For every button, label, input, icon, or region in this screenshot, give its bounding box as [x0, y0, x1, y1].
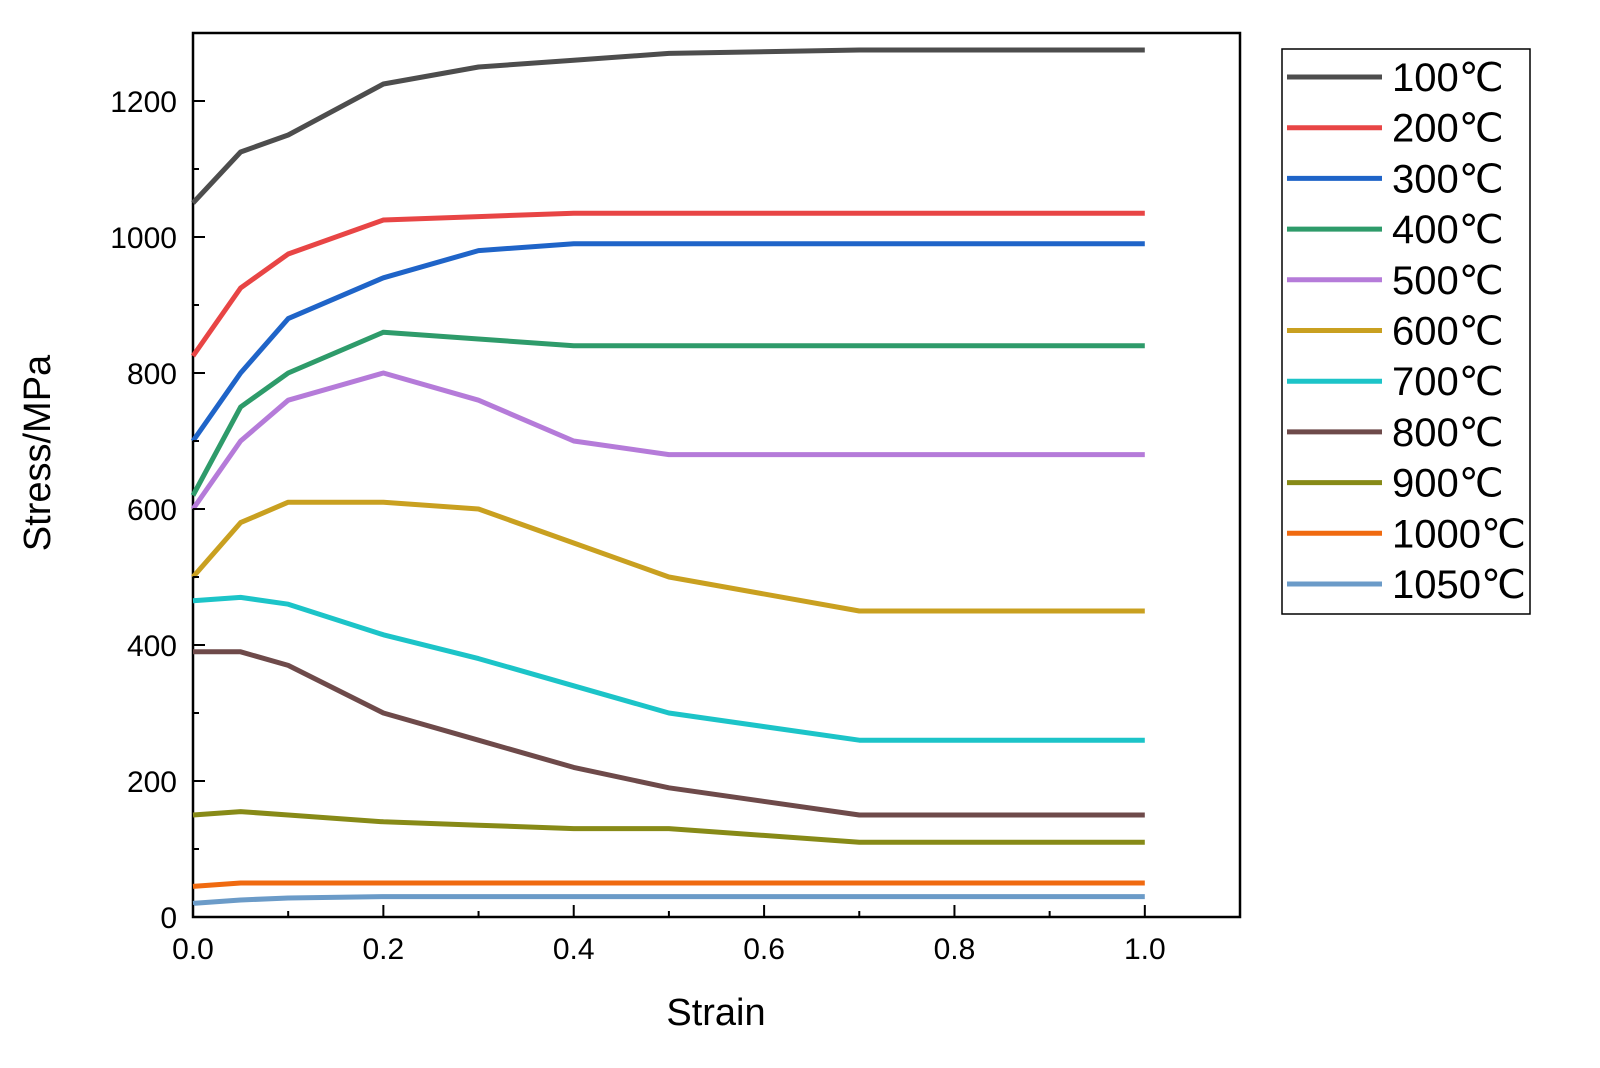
- x-tick-label: 0.4: [553, 933, 595, 966]
- x-axis-title: Strain: [666, 992, 765, 1034]
- x-tick-label: 0.2: [363, 933, 405, 966]
- legend-label-1050c: 1050℃: [1392, 563, 1526, 607]
- x-tick-label: 0.6: [743, 933, 785, 966]
- legend-label-200c: 200℃: [1392, 107, 1504, 151]
- y-tick-label: 200: [127, 766, 177, 799]
- series-line-1000c: [192, 880, 1145, 889]
- series-line-800c: [193, 649, 1145, 818]
- legend: 100℃ 200℃ 300℃ 400℃ 500℃ 600℃ 700℃ 800℃ 900℃ 1000…: [1281, 48, 1531, 615]
- ticks-layer: 0.0 0.2 0.4 0.6 0.8 1.0 0 200 400 600 800 1000 1200: [110, 86, 1165, 966]
- series-line-500c: [190, 370, 1145, 511]
- series-line-200c: [190, 210, 1145, 358]
- y-tick-label: 400: [127, 630, 177, 663]
- y-tick-label: 600: [127, 494, 177, 527]
- legend-label-800c: 800℃: [1392, 411, 1504, 455]
- plot-frame: [191, 31, 1242, 919]
- series-line-900c: [192, 809, 1145, 845]
- legend-label-100c: 100℃: [1392, 56, 1504, 100]
- y-tick-label: 1000: [110, 222, 177, 255]
- series-line-300c: [190, 241, 1145, 443]
- x-tick-label: 0.8: [934, 933, 976, 966]
- y-tick-label: 800: [127, 358, 177, 391]
- y-axis-title: Stress/MPa: [17, 354, 59, 551]
- series-line-1050c: [192, 894, 1145, 906]
- legend-label-600c: 600℃: [1392, 310, 1504, 354]
- legend-label-700c: 700℃: [1392, 360, 1504, 404]
- legend-label-500c: 500℃: [1392, 259, 1504, 303]
- legend-label-1000c: 1000℃: [1392, 512, 1526, 556]
- y-tick-label: 1200: [110, 86, 177, 119]
- y-tick-label: 0: [160, 902, 177, 935]
- x-tick-label: 0.0: [172, 933, 214, 966]
- legend-label-400c: 400℃: [1392, 208, 1504, 252]
- series-line-400c: [190, 329, 1145, 497]
- series-line-600c: [191, 499, 1145, 614]
- series-line-100c: [191, 47, 1145, 205]
- legend-entries: 100℃ 200℃ 300℃ 400℃ 500℃ 600℃ 700℃ 800℃ 900℃ 1000…: [1287, 56, 1526, 607]
- series-layer: [190, 47, 1145, 906]
- legend-label-300c: 300℃: [1392, 157, 1504, 201]
- x-tick-label: 1.0: [1124, 933, 1166, 966]
- legend-label-900c: 900℃: [1392, 462, 1504, 506]
- series-line-700c: [192, 594, 1145, 743]
